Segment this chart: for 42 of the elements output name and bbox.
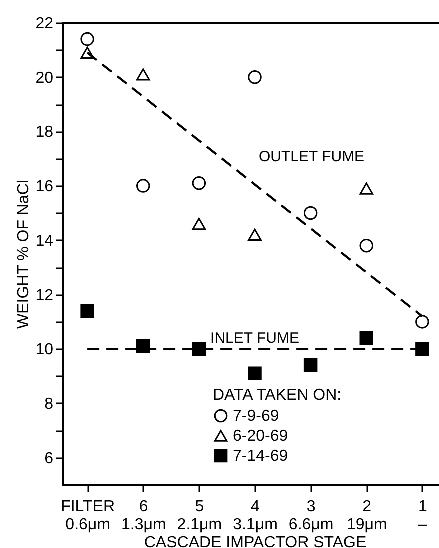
y-tick-label: 16 [36,178,54,196]
y-tick-label: 10 [36,342,54,359]
point [136,179,150,193]
x-tick-label: FILTER 0.6μm [61,498,116,534]
series-label: OUTLET FUME [259,148,365,166]
y-tick-label: 8 [44,396,54,413]
series-label: INLET FUME [210,330,300,348]
point [360,331,374,346]
point [192,176,206,190]
point [80,304,94,318]
y-tick-label: 12 [36,287,54,304]
y-tick-label: 22 [36,16,54,32]
point [304,358,318,372]
y-axis-title: WEIGHT % OF NaCl [16,180,33,330]
point [136,340,150,354]
x-tick-label: 5 2.1μm [177,498,222,534]
point [360,182,374,195]
legend-label: 6-20-69 [233,428,288,445]
point [248,366,262,380]
point [192,342,206,356]
point [136,68,150,81]
x-tick-label: 3 6.6μm [288,498,334,534]
point [304,206,318,220]
point [248,228,262,242]
y-tick-label: 20 [36,70,54,87]
x-tick-label: 1 – [418,498,428,534]
legend-label: 7-14-69 [233,448,288,465]
y-tick-label: 14 [36,232,54,250]
y-tick-label: 18 [36,124,54,142]
point [248,70,262,84]
point [416,342,430,356]
legend-title: DATA TAKEN ON: [213,387,342,404]
y-tick-label: 6 [44,450,54,468]
point [360,238,374,253]
x-tick-label: 4 3.1μm [233,498,278,534]
point [192,218,206,230]
point [80,32,94,46]
legend-label: 7-9-69 [233,408,280,425]
x-tick-label: 6 1.3μm [121,498,166,534]
point [416,315,430,329]
x-axis-title: CASCADE IMPACTOR STAGE [144,534,367,548]
x-tick-label: 2 19μm [346,498,388,534]
